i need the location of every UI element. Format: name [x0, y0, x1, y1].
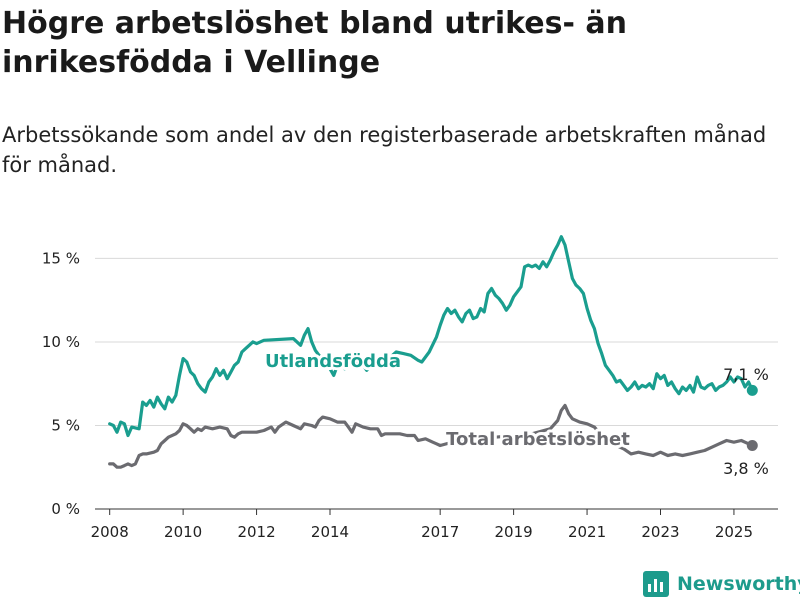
newsworthy-logo: Newsworthy: [643, 568, 800, 600]
series-layer: [108, 235, 758, 469]
x-tick-label: 2012: [237, 523, 275, 541]
y-tick-label: 15 %: [42, 249, 80, 267]
series-label-halo: Utlandsfödda: [265, 351, 401, 372]
y-grid: [95, 257, 778, 426]
x-tick-label: 2021: [568, 523, 606, 541]
y-tick-label: 5 %: [51, 416, 80, 434]
chart-subtitle: Arbetssökande som andel av den registerb…: [2, 123, 767, 177]
series-endpoint-0: [746, 384, 758, 396]
newsworthy-logo-text: Newsworthy: [677, 573, 800, 595]
x-tick-label: 2025: [715, 523, 753, 541]
series-line-1: [108, 403, 754, 469]
end-value-label-0: 7,1 %: [723, 365, 769, 384]
series-label-halo: Total arbetslöshet: [446, 429, 630, 450]
series-line-0: [108, 235, 754, 438]
y-axis: 0 % 5 % 10 % 15 %: [42, 249, 80, 518]
series-endpoint-1: [746, 440, 758, 452]
end-value-label-1: 3,8 %: [723, 459, 769, 478]
chart-title: Högre arbetslöshet bland utrikes- än inr…: [2, 6, 627, 80]
series-label-1: Total arbetslöshet: [446, 429, 630, 450]
series-label-0: Utlandsfödda: [265, 351, 401, 372]
x-axis: 2008 2010 2012 2014 2017 2019 2021 2023 2025: [91, 508, 778, 541]
x-tick-label: 2008: [91, 523, 129, 541]
x-tick-label: 2023: [641, 523, 679, 541]
x-tick-label: 2014: [311, 523, 349, 541]
x-tick-label: 2010: [164, 523, 202, 541]
newsworthy-logo-icon: [643, 571, 669, 597]
y-tick-label: 10 %: [42, 333, 80, 351]
y-tick-label: 0 %: [51, 500, 80, 518]
x-tick-label: 2017: [421, 523, 459, 541]
x-tick-label: 2019: [495, 523, 533, 541]
